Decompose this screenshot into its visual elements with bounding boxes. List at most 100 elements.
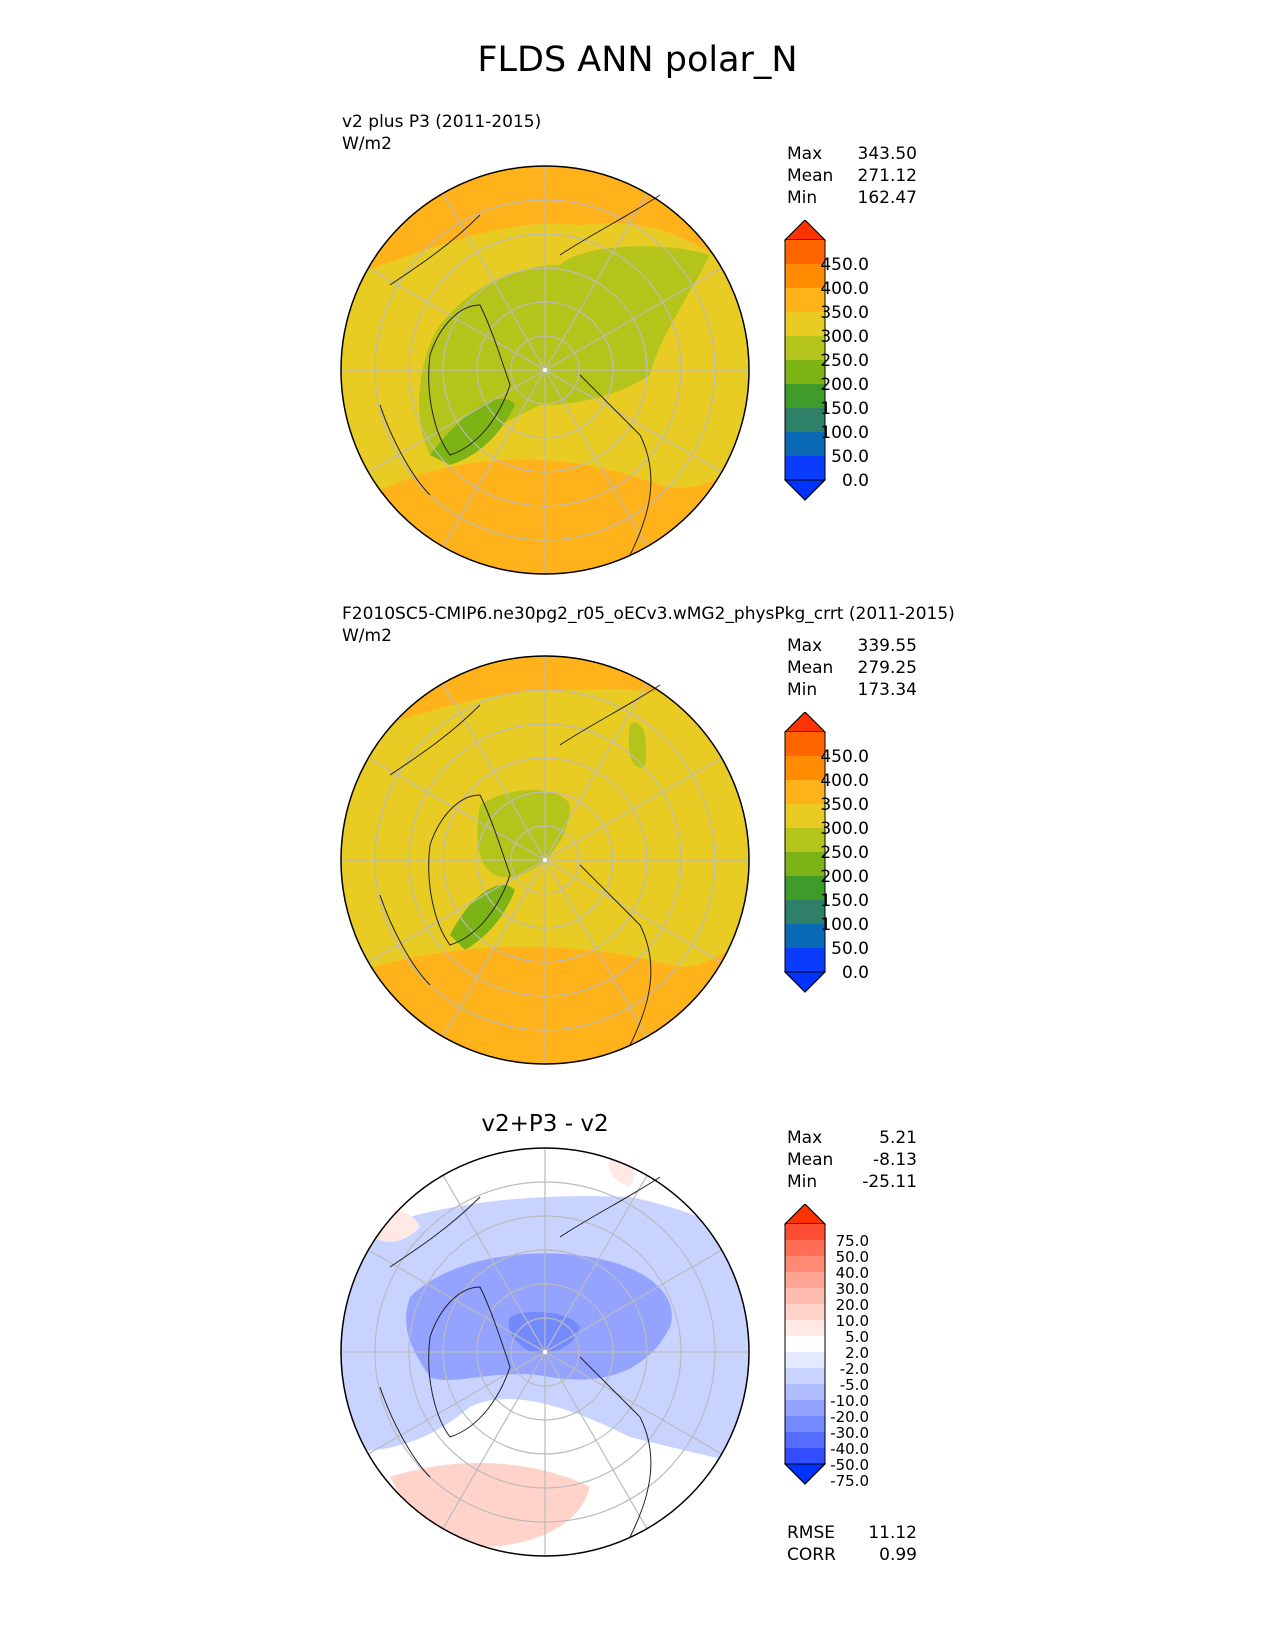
colorbar-tick-label: 300.0 bbox=[820, 819, 869, 839]
colorbar-segment bbox=[785, 876, 825, 901]
colorbar-tick-label: -10.0 bbox=[830, 1392, 869, 1410]
colorbar-tick-label: 0.0 bbox=[842, 963, 869, 983]
stat-value: 5.21 bbox=[879, 1128, 917, 1148]
colorbar-segment bbox=[785, 264, 825, 289]
colorbar-segment bbox=[785, 384, 825, 409]
colorbar-tick-label: 250.0 bbox=[820, 351, 869, 371]
colorbar-segment bbox=[785, 1336, 825, 1353]
colorbar-tick-label: 150.0 bbox=[820, 399, 869, 419]
colorbar-extend-min bbox=[783, 479, 827, 501]
metric-label: CORR bbox=[787, 1545, 836, 1565]
colorbar-segment bbox=[785, 780, 825, 805]
colorbar-tick-label: 250.0 bbox=[820, 843, 869, 863]
stat-value: 271.12 bbox=[857, 166, 917, 186]
colorbar-segment bbox=[785, 1288, 825, 1305]
colorbar-tick-label: 450.0 bbox=[820, 255, 869, 275]
stat-value: -25.11 bbox=[862, 1172, 917, 1192]
colorbar-segment bbox=[785, 1400, 825, 1417]
pole-marker bbox=[543, 858, 547, 862]
stat-value: 339.55 bbox=[857, 636, 917, 656]
colorbar-segment bbox=[785, 924, 825, 949]
colorbar-tick-label: 10.0 bbox=[836, 1312, 869, 1330]
colorbar-tick-label: -20.0 bbox=[830, 1408, 869, 1426]
colorbar-tick-label: 50.0 bbox=[831, 939, 869, 959]
panel-difference-stats: Max 5.21 Mean -8.13 Min -25.11 bbox=[787, 1127, 917, 1193]
colorbar-tick-label: 75.0 bbox=[836, 1232, 869, 1250]
panel-reference-units: W/m2 bbox=[342, 626, 392, 646]
graticule bbox=[341, 1148, 749, 1556]
colorbar-tick-label: 30.0 bbox=[836, 1280, 869, 1298]
colorbar-extend-min bbox=[783, 1463, 827, 1485]
colorbar-segment bbox=[785, 804, 825, 829]
colorbar-segment bbox=[785, 732, 825, 757]
stat-label: Mean bbox=[787, 166, 834, 186]
colorbar-tick-label: 100.0 bbox=[820, 915, 869, 935]
colorbar-segment bbox=[785, 1272, 825, 1289]
stat-label: Max bbox=[787, 144, 823, 164]
colorbar-segment bbox=[785, 1224, 825, 1241]
panel-reference-colorbar: 450.0 400.0 350.0 300.0 250.0 200.0 150.0 100.0… bbox=[783, 712, 869, 993]
colorbar-tick-label: 400.0 bbox=[820, 771, 869, 791]
colorbar-tick-label: 200.0 bbox=[820, 867, 869, 887]
colorbar-segment bbox=[785, 336, 825, 361]
metric-label: RMSE bbox=[787, 1523, 836, 1543]
colorbar-tick-label: 50.0 bbox=[831, 447, 869, 467]
colorbar-segment bbox=[785, 1368, 825, 1385]
stat-label: Min bbox=[787, 1172, 818, 1192]
stat-value: 279.25 bbox=[857, 658, 917, 678]
pole-marker bbox=[543, 1350, 547, 1354]
stat-label: Mean bbox=[787, 1150, 834, 1170]
colorbar-outline bbox=[784, 1204, 826, 1485]
panel-difference-metrics: RMSE 11.12 CORR 0.99 bbox=[787, 1522, 917, 1566]
colorbar-tick-label: 350.0 bbox=[820, 303, 869, 323]
panel-test-stats: Max 343.50 Mean 271.12 Min 162.47 bbox=[787, 143, 917, 209]
panel-difference-map bbox=[340, 1147, 750, 1557]
colorbar-tick-label: 2.0 bbox=[845, 1344, 869, 1362]
panel-test-units: W/m2 bbox=[342, 134, 392, 154]
stat-label: Mean bbox=[787, 658, 834, 678]
colorbar-segment bbox=[785, 360, 825, 385]
colorbar-outline bbox=[784, 712, 826, 993]
panel-test-colorbar: 450.0 400.0 350.0 300.0 250.0 200.0 150.0 100.0… bbox=[783, 220, 869, 501]
colorbar-tick-label: -50.0 bbox=[830, 1456, 869, 1474]
colorbar-segment bbox=[785, 408, 825, 433]
metric-value: 11.12 bbox=[868, 1523, 917, 1543]
stat-value: 162.47 bbox=[857, 188, 917, 208]
stat-value: 343.50 bbox=[857, 144, 917, 164]
colorbar-tick-label: -30.0 bbox=[830, 1424, 869, 1442]
pole-marker bbox=[543, 368, 547, 372]
map-frame bbox=[340, 655, 750, 1065]
stat-label: Max bbox=[787, 1128, 823, 1148]
panel-difference-title: v2+P3 - v2 bbox=[481, 1111, 609, 1137]
colorbar-tick-label: 0.0 bbox=[842, 471, 869, 491]
stat-label: Min bbox=[787, 188, 818, 208]
colorbar-tick-label: -40.0 bbox=[830, 1440, 869, 1458]
coastlines bbox=[379, 1176, 661, 1538]
graticule bbox=[341, 166, 749, 574]
colorbar-segment bbox=[785, 756, 825, 781]
stat-label: Min bbox=[787, 680, 818, 700]
panel-reference-stats: Max 339.55 Mean 279.25 Min 173.34 bbox=[787, 635, 917, 701]
colorbar-tick-label: -75.0 bbox=[830, 1472, 869, 1490]
map-frame bbox=[340, 165, 750, 575]
colorbar-extend-min bbox=[783, 971, 827, 993]
colorbar-segment bbox=[785, 828, 825, 853]
colorbar-tick-label: 200.0 bbox=[820, 375, 869, 395]
colorbar-tick-label: 400.0 bbox=[820, 279, 869, 299]
coastlines bbox=[379, 194, 661, 556]
colorbar-extend-max bbox=[783, 220, 827, 241]
map-frame bbox=[340, 1147, 750, 1557]
colorbar-segment bbox=[785, 1352, 825, 1369]
colorbar-tick-label: 150.0 bbox=[820, 891, 869, 911]
panel-reference-map bbox=[340, 655, 750, 1065]
panel-test-map bbox=[340, 165, 750, 575]
colorbar-segment bbox=[785, 1256, 825, 1273]
colorbar-segment bbox=[785, 852, 825, 877]
positive-anomaly-region bbox=[390, 1463, 590, 1547]
colorbar-tick-label: 5.0 bbox=[845, 1328, 869, 1346]
panel-reference-subtitle: F2010SC5-CMIP6.ne30pg2_r05_oECv3.wMG2_ph… bbox=[342, 604, 955, 624]
colorbar-tick-label: 20.0 bbox=[836, 1296, 869, 1314]
metric-value: 0.99 bbox=[879, 1545, 917, 1565]
stat-value: -8.13 bbox=[873, 1150, 917, 1170]
colorbar-segment bbox=[785, 1448, 825, 1465]
